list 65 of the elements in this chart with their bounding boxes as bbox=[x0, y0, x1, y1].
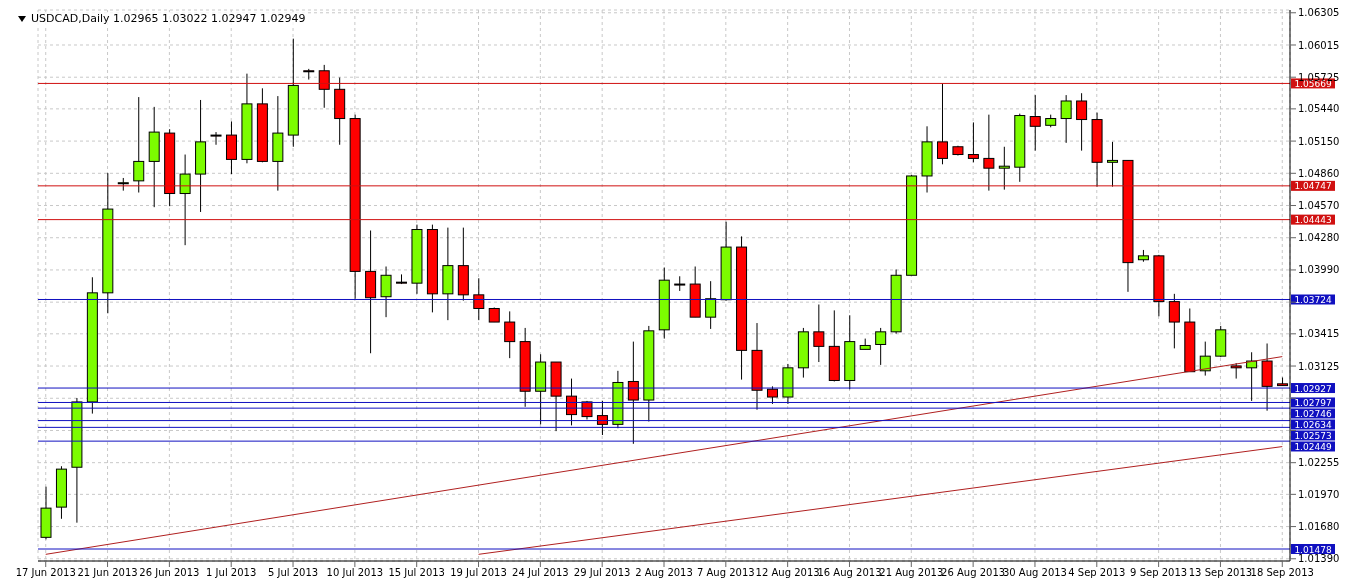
y-tick-label: 1.05150 bbox=[1298, 135, 1340, 147]
x-tick-label: 17 Jun 2013 bbox=[15, 567, 76, 579]
x-tick-label: 16 Aug 2013 bbox=[817, 567, 882, 579]
y-tick-label: 1.06015 bbox=[1298, 39, 1340, 51]
x-tick-label: 15 Jul 2013 bbox=[388, 567, 445, 579]
y-tick-label: 1.05440 bbox=[1298, 103, 1340, 115]
y-tick-label: 1.03125 bbox=[1298, 360, 1340, 372]
candlestick bbox=[1060, 94, 1072, 144]
x-tick-label: 18 Sep 2013 bbox=[1250, 567, 1314, 579]
x-tick-label: 10 Jul 2013 bbox=[326, 567, 384, 579]
ref-line-label: 1.03724 bbox=[1294, 295, 1332, 305]
y-tick-label: 1.01680 bbox=[1298, 521, 1340, 533]
candlestick bbox=[875, 327, 887, 366]
candlestick bbox=[1107, 141, 1119, 188]
y-tick-label: 1.01390 bbox=[1298, 553, 1340, 565]
x-tick-label: 12 Aug 2013 bbox=[755, 567, 820, 579]
candlestick bbox=[504, 310, 516, 359]
candlestick bbox=[998, 146, 1010, 191]
candlestick bbox=[473, 277, 485, 321]
x-tick-label: 19 Jul 2013 bbox=[450, 567, 507, 579]
candlestick bbox=[983, 114, 995, 192]
x-tick-label: 4 Sep 2013 bbox=[1068, 567, 1126, 579]
x-tick-label: 24 Jul 2013 bbox=[512, 567, 569, 579]
candlestick bbox=[210, 131, 222, 146]
candlestick bbox=[627, 341, 639, 445]
legend-label: 1.02573 bbox=[1294, 430, 1332, 441]
ref-line-label: 1.01478 bbox=[1294, 544, 1332, 555]
ref-line-label: 1.02449 bbox=[1294, 441, 1332, 452]
y-tick-label: 1.03990 bbox=[1298, 264, 1340, 276]
candlestick bbox=[967, 121, 979, 163]
x-tick-label: 26 Aug 2013 bbox=[941, 567, 1006, 579]
ref-line-label: 1.04747 bbox=[1294, 181, 1332, 192]
candlestick bbox=[813, 304, 825, 363]
candlestick bbox=[133, 96, 145, 194]
candlestick bbox=[1168, 293, 1180, 349]
candlestick bbox=[179, 154, 191, 246]
y-tick-label: 1.03415 bbox=[1298, 328, 1340, 340]
y-tick-label: 1.02255 bbox=[1298, 457, 1340, 469]
x-tick-label: 13 Sep 2013 bbox=[1188, 567, 1253, 579]
y-tick-label: 1.04860 bbox=[1298, 167, 1340, 179]
ref-line-label: 1.02634 bbox=[1294, 419, 1332, 430]
x-tick-label: 5 Jul 2013 bbox=[267, 567, 319, 579]
candlestick bbox=[380, 266, 392, 318]
y-tick-label: 1.06305 bbox=[1298, 7, 1340, 19]
x-tick-label: 1 Jul 2013 bbox=[206, 567, 257, 579]
ref-line-label: 1.04443 bbox=[1294, 215, 1332, 226]
candlestick bbox=[936, 82, 948, 165]
x-tick-label: 29 Jul 2013 bbox=[573, 567, 631, 579]
y-tick-label: 1.04280 bbox=[1298, 232, 1340, 244]
x-tick-label: 2 Aug 2013 bbox=[635, 567, 693, 579]
y-tick-label: 1.01970 bbox=[1298, 488, 1340, 500]
y-tick-label: 1.04570 bbox=[1298, 200, 1340, 212]
x-tick-label: 7 Aug 2013 bbox=[696, 567, 755, 579]
candlestick bbox=[596, 400, 608, 436]
x-tick-label: 9 Sep 2013 bbox=[1130, 567, 1188, 579]
candlestick bbox=[1029, 94, 1041, 152]
ref-line-label: 1.02927 bbox=[1294, 383, 1332, 394]
candlestick bbox=[1076, 92, 1088, 152]
chart-title: USDCAD,Daily 1.02965 1.03022 1.02947 1.02949 bbox=[31, 12, 306, 25]
candlestick bbox=[705, 280, 717, 330]
x-tick-label: 26 Jun 2013 bbox=[139, 567, 200, 579]
ref-line-label: 1.02797 bbox=[1294, 397, 1332, 408]
candlestick bbox=[318, 64, 330, 109]
ref-line-label: 1.02746 bbox=[1294, 408, 1332, 419]
x-tick-label: 21 Jun 2013 bbox=[77, 567, 138, 579]
